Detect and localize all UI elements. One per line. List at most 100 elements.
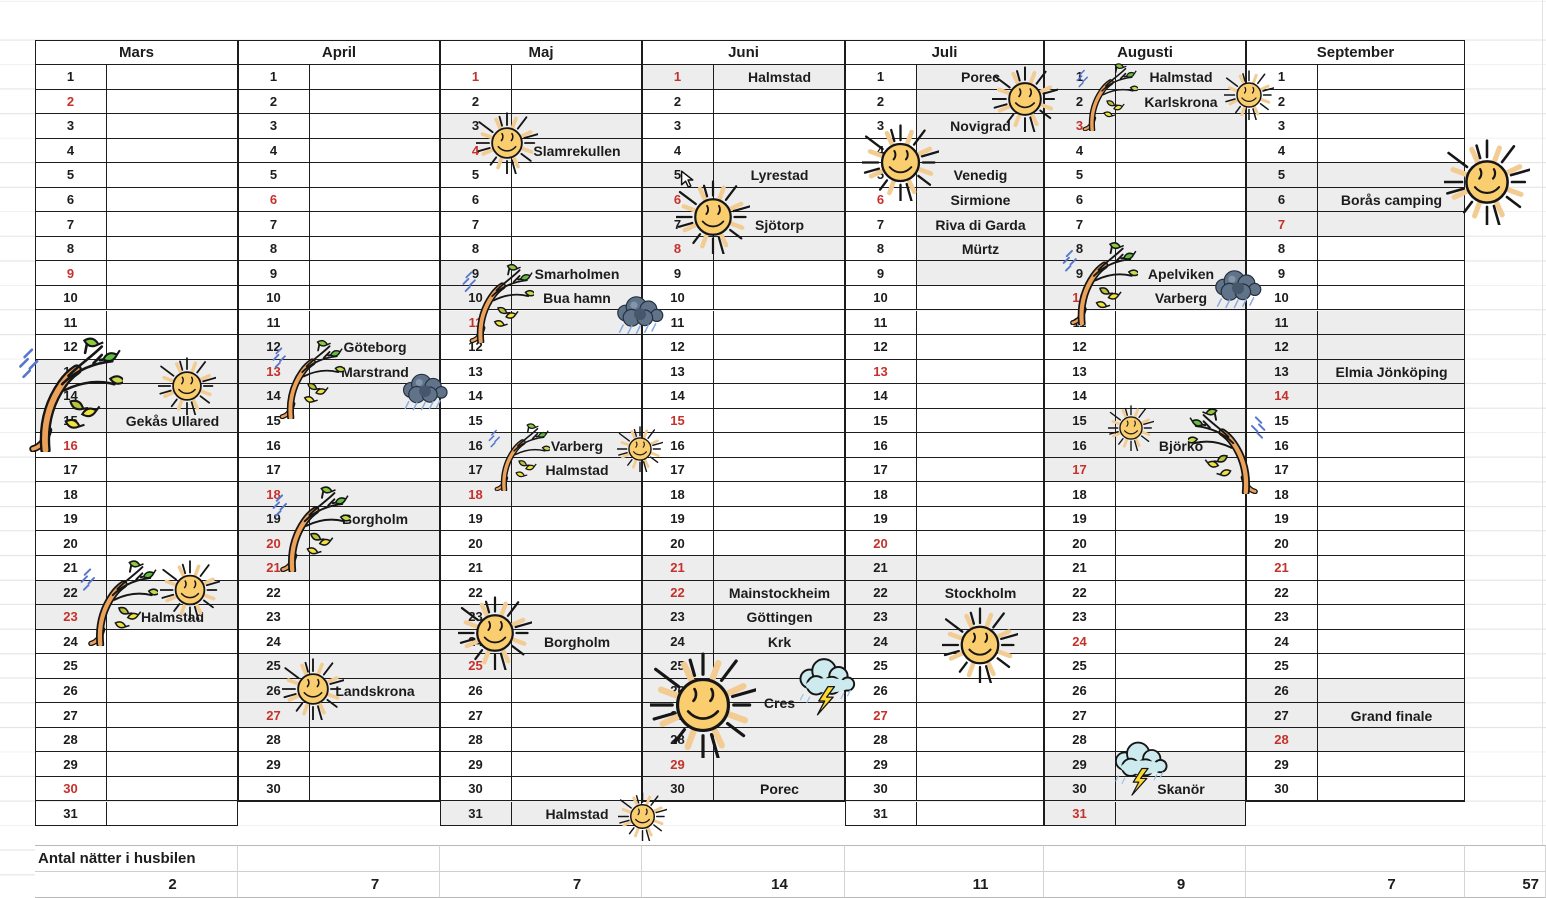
event-cell[interactable]: [310, 678, 440, 704]
event-cell[interactable]: [512, 408, 642, 434]
day-cell[interactable]: 20: [35, 531, 107, 556]
event-cell[interactable]: [107, 531, 238, 556]
day-cell[interactable]: 22: [1044, 580, 1116, 606]
day-cell[interactable]: 9: [1246, 261, 1318, 286]
event-cell[interactable]: [107, 163, 238, 188]
day-cell[interactable]: 3: [845, 114, 917, 139]
month-header[interactable]: September: [1246, 40, 1465, 65]
event-cell[interactable]: [512, 678, 642, 704]
day-cell[interactable]: 12: [1246, 335, 1318, 360]
event-cell[interactable]: [107, 65, 238, 90]
event-cell[interactable]: [1318, 506, 1465, 532]
day-cell[interactable]: 30: [35, 776, 107, 802]
day-cell[interactable]: 11: [1044, 310, 1116, 336]
event-cell[interactable]: [714, 89, 845, 115]
event-cell[interactable]: [310, 433, 440, 458]
day-cell[interactable]: 11: [35, 310, 107, 336]
day-cell[interactable]: 19: [238, 506, 310, 532]
day-cell[interactable]: 11: [440, 310, 512, 336]
nights-total-cell[interactable]: 11: [845, 872, 1044, 898]
event-cell[interactable]: [1116, 801, 1246, 827]
day-cell[interactable]: 8: [440, 236, 512, 262]
day-cell[interactable]: 14: [642, 384, 714, 409]
day-cell[interactable]: 22: [1246, 580, 1318, 606]
day-cell[interactable]: 15: [35, 408, 107, 434]
day-cell[interactable]: 7: [1246, 212, 1318, 237]
nights-label-cell[interactable]: [845, 845, 1044, 872]
event-cell[interactable]: [107, 384, 238, 409]
day-cell[interactable]: 28: [1246, 727, 1318, 753]
event-cell[interactable]: [1116, 506, 1246, 532]
day-cell[interactable]: 11: [845, 310, 917, 336]
event-cell[interactable]: [1116, 580, 1246, 606]
day-cell[interactable]: 15: [238, 408, 310, 434]
day-cell[interactable]: 30: [642, 776, 714, 802]
day-cell[interactable]: 27: [642, 703, 714, 728]
day-cell[interactable]: 5: [845, 163, 917, 188]
day-cell[interactable]: 8: [845, 236, 917, 262]
event-cell[interactable]: [1116, 727, 1246, 753]
event-cell[interactable]: [917, 212, 1044, 237]
day-cell[interactable]: 5: [440, 163, 512, 188]
day-cell[interactable]: 25: [1246, 654, 1318, 679]
event-cell[interactable]: [512, 236, 642, 262]
day-cell[interactable]: 10: [1246, 285, 1318, 311]
day-cell[interactable]: 16: [845, 433, 917, 458]
month-header[interactable]: Augusti: [1044, 40, 1246, 65]
event-cell[interactable]: [714, 261, 845, 286]
day-cell[interactable]: 9: [1044, 261, 1116, 286]
day-cell[interactable]: 22: [440, 580, 512, 606]
event-cell[interactable]: [1318, 384, 1465, 409]
event-cell[interactable]: [512, 359, 642, 385]
event-cell[interactable]: [1318, 114, 1465, 139]
event-cell[interactable]: [107, 556, 238, 581]
day-cell[interactable]: 31: [35, 801, 107, 827]
day-cell[interactable]: 26: [440, 678, 512, 704]
day-cell[interactable]: 8: [35, 236, 107, 262]
event-cell[interactable]: [107, 506, 238, 532]
day-cell[interactable]: 28: [238, 727, 310, 753]
event-cell[interactable]: [310, 285, 440, 311]
day-cell[interactable]: 1: [845, 65, 917, 90]
event-cell[interactable]: [310, 408, 440, 434]
day-cell[interactable]: 16: [1246, 433, 1318, 458]
event-cell[interactable]: [1116, 654, 1246, 679]
day-cell[interactable]: 4: [1246, 138, 1318, 164]
day-cell[interactable]: 2: [1246, 89, 1318, 115]
day-cell[interactable]: 16: [35, 433, 107, 458]
event-cell[interactable]: [917, 654, 1044, 679]
event-cell[interactable]: [310, 727, 440, 753]
day-cell[interactable]: 10: [845, 285, 917, 311]
event-cell[interactable]: [1116, 138, 1246, 164]
day-cell[interactable]: 29: [35, 752, 107, 777]
day-cell[interactable]: 24: [35, 629, 107, 655]
day-cell[interactable]: 11: [238, 310, 310, 336]
day-cell[interactable]: 5: [35, 163, 107, 188]
event-cell[interactable]: [107, 187, 238, 213]
nights-total-cell[interactable]: 14: [642, 872, 845, 898]
day-cell[interactable]: 7: [440, 212, 512, 237]
event-cell[interactable]: [512, 310, 642, 336]
day-cell[interactable]: 20: [845, 531, 917, 556]
event-cell[interactable]: [1116, 408, 1246, 434]
event-cell[interactable]: [1318, 163, 1465, 188]
grand-total-label-cell[interactable]: [1465, 845, 1546, 872]
day-cell[interactable]: 19: [845, 506, 917, 532]
event-cell[interactable]: [1318, 261, 1465, 286]
day-cell[interactable]: 3: [35, 114, 107, 139]
day-cell[interactable]: 10: [1044, 285, 1116, 311]
event-cell[interactable]: [917, 801, 1044, 827]
event-cell[interactable]: [917, 65, 1044, 90]
event-cell[interactable]: [1318, 654, 1465, 679]
event-cell[interactable]: [917, 163, 1044, 188]
event-cell[interactable]: [1318, 310, 1465, 336]
day-cell[interactable]: 13: [238, 359, 310, 385]
day-cell[interactable]: 23: [1246, 605, 1318, 630]
day-cell[interactable]: 30: [1044, 776, 1116, 802]
event-cell[interactable]: [107, 310, 238, 336]
event-cell[interactable]: [512, 703, 642, 728]
day-cell[interactable]: 22: [35, 580, 107, 606]
day-cell[interactable]: 9: [238, 261, 310, 286]
event-cell[interactable]: [917, 678, 1044, 704]
day-cell[interactable]: 13: [35, 359, 107, 385]
